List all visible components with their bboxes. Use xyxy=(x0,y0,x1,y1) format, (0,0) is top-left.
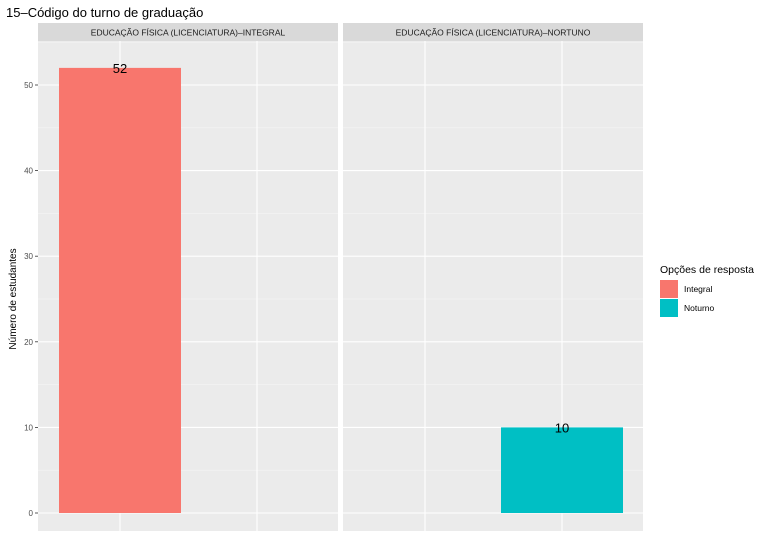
legend-key-integral xyxy=(660,280,678,298)
bar-noturno xyxy=(501,427,623,513)
legend-title: Opções de resposta xyxy=(660,264,754,276)
legend-label-integral: Integral xyxy=(684,284,712,294)
y-tick-label: 30 xyxy=(24,252,33,261)
legend-label-noturno: Noturno xyxy=(684,303,715,313)
y-tick-label: 50 xyxy=(24,81,33,90)
y-tick-label: 0 xyxy=(29,509,34,518)
facet-strip-label: EDUCAÇÃO FÍSICA (LICENCIATURA)–NORTUNO xyxy=(396,28,591,38)
y-tick-label: 40 xyxy=(24,167,33,176)
y-tick-label: 10 xyxy=(24,423,33,432)
chart-title: 15–Código do turno de graduação xyxy=(6,5,203,20)
legend: Opções de resposta Integral Noturno xyxy=(660,264,754,317)
facet-strip xyxy=(343,23,643,41)
bar-value-label: 52 xyxy=(113,61,127,76)
legend-key-noturno xyxy=(660,299,678,317)
facet-panel-1: EDUCAÇÃO FÍSICA (LICENCIATURA)–INTEGRAL 5… xyxy=(24,23,338,531)
bar-integral xyxy=(59,67,181,513)
facet-strip-label: EDUCAÇÃO FÍSICA (LICENCIATURA)–INTEGRAL xyxy=(91,28,286,38)
y-tick-label: 20 xyxy=(24,338,33,347)
facet-panels: EDUCAÇÃO FÍSICA (LICENCIATURA)–INTEGRAL 5… xyxy=(24,23,643,531)
facet-strip xyxy=(38,23,338,41)
bar-value-label: 10 xyxy=(555,420,569,435)
y-axis-title: Número de estudantes xyxy=(8,248,19,349)
facet-panel-2: EDUCAÇÃO FÍSICA (LICENCIATURA)–NORTUNO 10 xyxy=(343,23,643,531)
